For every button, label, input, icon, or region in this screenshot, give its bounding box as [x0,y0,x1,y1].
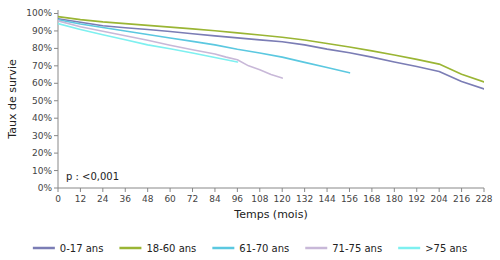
x-tick [125,188,126,192]
y-axis-label: Taux de survie [6,59,19,140]
x-tick [461,188,462,192]
survival-line [58,20,349,73]
x-tick-label: 24 [97,194,109,204]
legend-item: 71-75 ans [305,243,382,254]
x-tick [371,188,372,192]
x-tick-label: 144 [318,194,335,204]
x-tick [80,188,81,192]
x-tick-label: 204 [431,194,448,204]
x-tick-label: 180 [386,194,403,204]
x-tick [58,188,59,192]
legend-swatch [119,247,141,250]
x-tick [192,188,193,192]
lines [58,17,484,89]
x-tick [484,188,485,192]
survival-line [58,21,282,78]
x-tick-label: 228 [475,194,492,204]
y-axis-line [58,10,59,188]
y-tick [54,83,58,84]
x-tick [259,188,260,192]
legend-item: >75 ans [398,243,467,254]
y-tick-label: 60% [32,78,52,88]
x-tick-label: 108 [251,194,268,204]
legend-label: 71-75 ans [332,243,382,254]
legend: 0-17 ans 18-60 ans 61-70 ans 71-75 ans >75 a… [33,243,467,254]
x-axis-label: Temps (mois) [233,208,307,221]
x-tick [102,188,103,192]
survival-line [58,24,237,62]
legend-label: >75 ans [425,243,467,254]
x-tick [349,188,350,192]
y-tick [54,153,58,154]
legend-label: 18-60 ans [146,243,196,254]
y-tick [54,170,58,171]
y-tick [54,135,58,136]
y-tick [54,118,58,119]
y-tick [54,13,58,14]
x-tick [237,188,238,192]
y-tick [54,188,58,189]
x-tick-label: 96 [232,194,244,204]
legend-swatch [212,247,234,250]
x-tick [394,188,395,192]
y-tick [54,48,58,49]
y-tick-label: 10% [32,166,52,176]
legend-item: 18-60 ans [119,243,196,254]
x-tick-label: 60 [164,194,176,204]
x-tick-label: 0 [55,194,61,204]
x-tick-label: 132 [296,194,313,204]
y-tick [54,100,58,101]
x-tick-label: 216 [453,194,470,204]
x-tick-label: 12 [75,194,86,204]
y-tick-label: 0% [38,183,53,193]
y-tick-label: 80% [32,43,52,53]
x-tick [304,188,305,192]
x-tick [170,188,171,192]
y-tick [54,30,58,31]
x-tick [327,188,328,192]
x-tick [416,188,417,192]
survival-line [58,19,484,89]
survival-line [58,17,484,82]
legend-label: 0-17 ans [60,243,104,254]
y-tick-label: 20% [32,148,52,158]
y-tick-label: 100% [26,8,52,18]
x-tick [282,188,283,192]
y-tick-label: 50% [32,96,52,106]
y-tick-label: 40% [32,113,52,123]
x-tick [439,188,440,192]
legend-item: 0-17 ans [33,243,104,254]
x-tick [147,188,148,192]
legend-swatch [305,247,327,250]
y-tick-label: 70% [32,61,52,71]
y-tick [54,65,58,66]
x-axis-line [58,188,484,189]
x-tick [214,188,215,192]
legend-swatch [398,247,420,250]
x-tick-label: 192 [408,194,425,204]
x-tick-label: 48 [142,194,154,204]
x-tick-label: 156 [341,194,358,204]
x-tick-label: 72 [187,194,198,204]
x-tick-label: 120 [274,194,291,204]
legend-swatch [33,247,55,250]
x-tick-label: 168 [363,194,380,204]
annotation: p : <0,001 [66,171,119,182]
y-tick-label: 90% [32,26,52,36]
chart: 0% 10% 20% 30% 40% 50% 60% 70% 80% 90% 100% 0 12 24 36… [0,0,500,260]
legend-item: 61-70 ans [212,243,289,254]
x-tick-label: 36 [120,194,132,204]
y-tick-label: 30% [32,131,52,141]
legend-label: 61-70 ans [239,243,289,254]
x-tick-label: 84 [209,194,221,204]
